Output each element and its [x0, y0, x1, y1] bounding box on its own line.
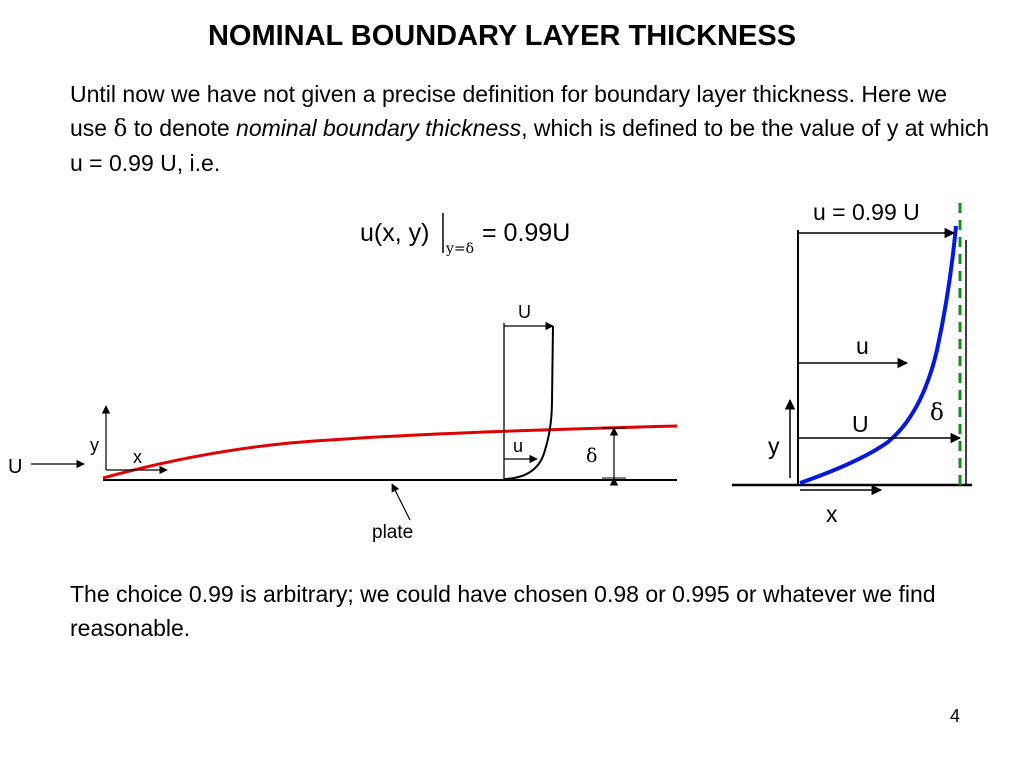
- equation: u(x, y) y=δ = 0.99U: [360, 213, 570, 257]
- intro-emphasis: nominal boundary thickness: [236, 115, 522, 141]
- delta-label-right: δ: [930, 400, 944, 426]
- delta-label: δ: [586, 445, 597, 467]
- slide-title: NOMINAL BOUNDARY LAYER THICKNESS: [207, 20, 797, 52]
- conclusion-paragraph: The choice 0.99 is arbitrary; we could h…: [70, 581, 936, 641]
- intro-paragraph: Until now we have not given a precise de…: [70, 77, 990, 180]
- x-axis-label: x: [133, 447, 142, 467]
- equation-lhs: u(x, y): [360, 219, 429, 247]
- intro-delta-symbol: δ: [113, 116, 128, 142]
- equation-rhs: = 0.99U: [482, 219, 570, 247]
- page-number: 4: [949, 706, 960, 726]
- equation-subscript: y=δ: [445, 241, 474, 257]
- plate-pointer: [391, 483, 411, 521]
- profile-u-label: u: [513, 436, 523, 456]
- top-velocity-label: u = 0.99 U: [813, 199, 920, 225]
- velocity-profile-curve: [503, 325, 554, 480]
- velocity-profile-curve-right: [799, 225, 958, 485]
- intro-text-2: to denote: [127, 115, 237, 141]
- intro-text-1: Until now we have not given a precise de…: [70, 81, 948, 141]
- plate-label: plate: [372, 522, 413, 543]
- y-axis-label-right: y: [768, 433, 780, 459]
- intro-text-3: , which is defined to be the value of y …: [70, 115, 990, 176]
- freestream-label: U: [8, 456, 22, 478]
- y-axis-label: y: [90, 435, 99, 455]
- u-label: u: [856, 333, 869, 359]
- profile-top-label: U: [518, 302, 531, 322]
- left-diagram: U y x U u δ plate: [8, 302, 678, 543]
- x-axis-label-right: x: [826, 501, 838, 527]
- freestream-label-right: U: [852, 411, 869, 437]
- right-diagram: u = 0.99 U u U δ y x: [732, 199, 972, 527]
